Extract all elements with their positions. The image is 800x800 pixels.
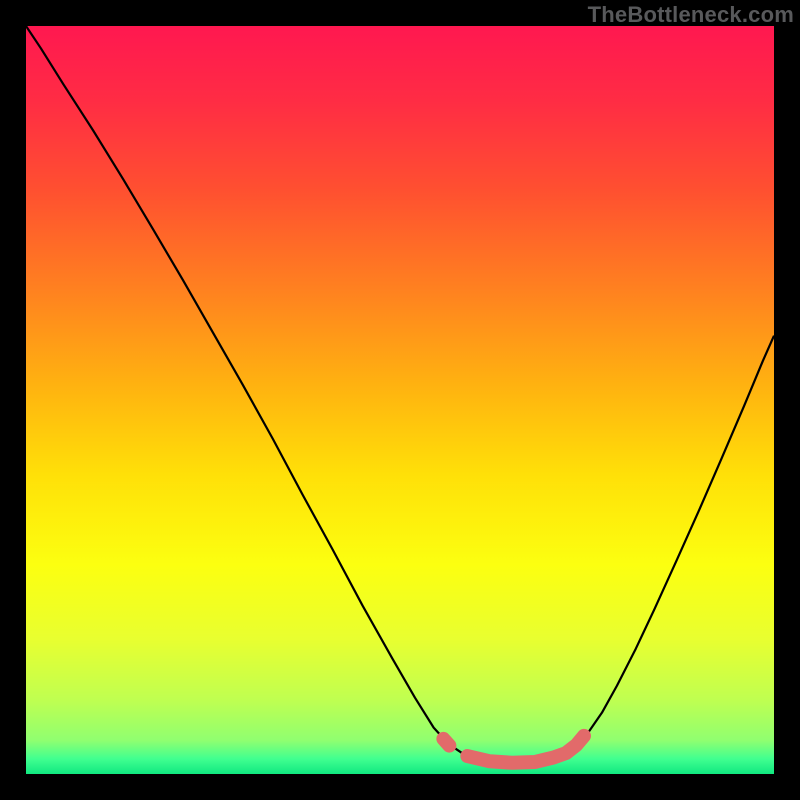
chart-svg — [26, 26, 774, 774]
plot-area — [26, 26, 774, 774]
bottleneck-curve — [26, 26, 774, 763]
highlight-segment-1 — [467, 736, 584, 763]
highlight-segment-0 — [443, 739, 449, 746]
stage: TheBottleneck.com — [0, 0, 800, 800]
watermark-label: TheBottleneck.com — [588, 2, 794, 28]
